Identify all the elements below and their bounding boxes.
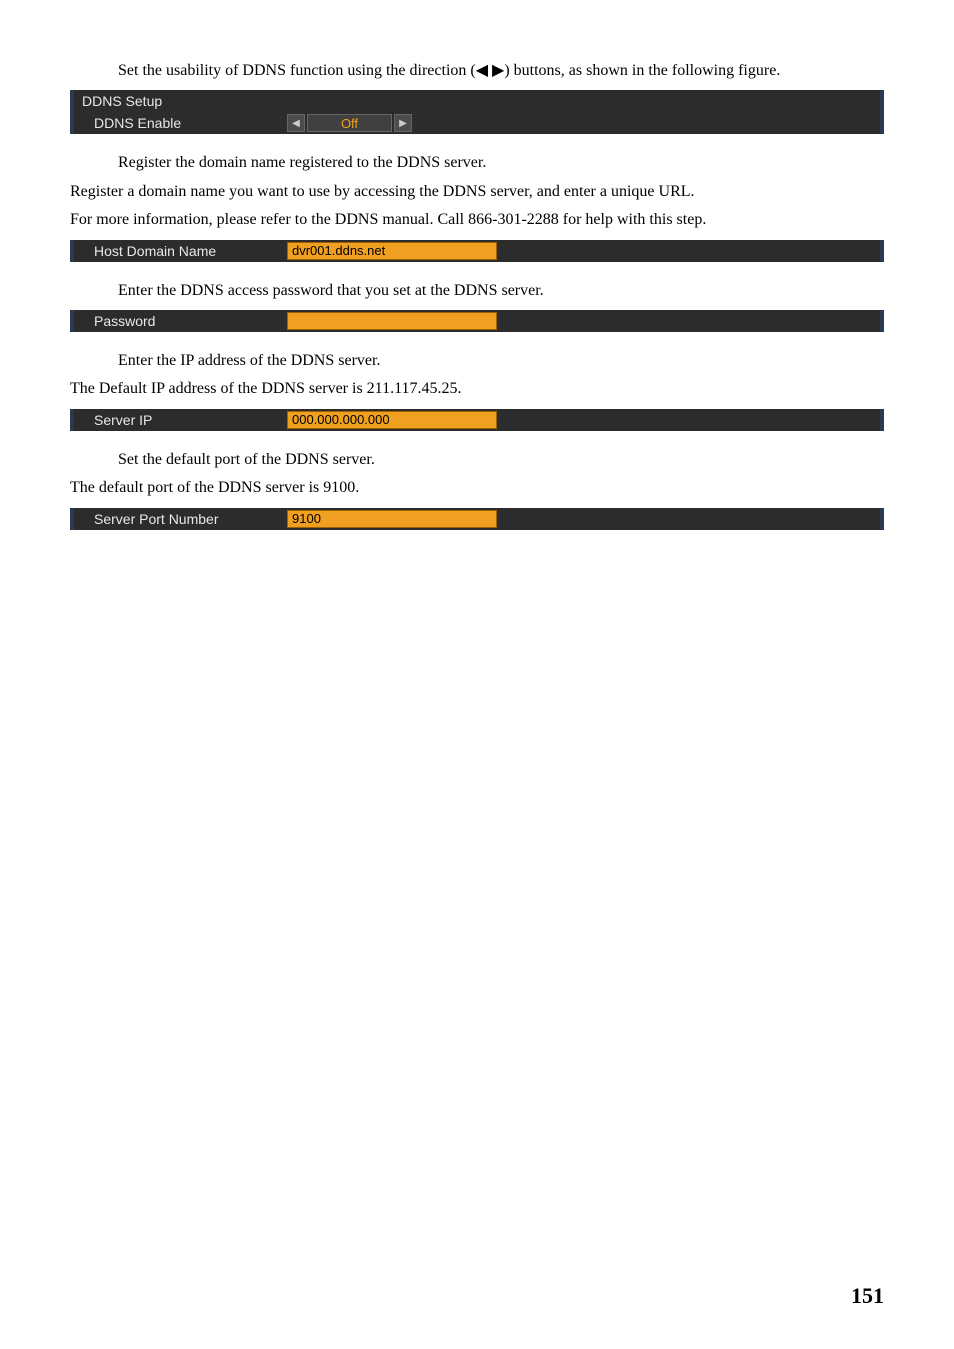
ddns-enable-row: DDNS Enable ◀ Off ▶ (74, 112, 880, 134)
paragraph-usability: Set the usability of DDNS function using… (70, 60, 884, 82)
page-number: 151 (851, 1283, 884, 1309)
paragraph-password: Enter the DDNS access password that you … (70, 280, 884, 302)
server-port-panel: Server Port Number 9100 (70, 508, 884, 530)
server-port-value[interactable]: 9100 (287, 510, 497, 528)
paragraph-port-b: The default port of the DDNS server is 9… (70, 477, 884, 499)
host-domain-panel: Host Domain Name dvr001.ddns.net (70, 240, 884, 262)
password-value[interactable] (287, 312, 497, 330)
server-ip-value[interactable]: 000.000.000.000 (287, 411, 497, 429)
server-ip-row: Server IP 000.000.000.000 (74, 409, 880, 431)
ddns-setup-panel: DDNS Setup DDNS Enable ◀ Off ▶ (70, 90, 884, 134)
server-ip-panel: Server IP 000.000.000.000 (70, 409, 884, 431)
left-arrow-button[interactable]: ◀ (287, 114, 305, 132)
host-domain-label: Host Domain Name (94, 243, 287, 259)
host-domain-row: Host Domain Name dvr001.ddns.net (74, 240, 880, 262)
paragraph-register-c: For more information, please refer to th… (70, 209, 884, 231)
right-arrow-button[interactable]: ▶ (394, 114, 412, 132)
server-port-row: Server Port Number 9100 (74, 508, 880, 530)
paragraph-register-b: Register a domain name you want to use b… (70, 181, 884, 203)
server-port-label: Server Port Number (94, 511, 287, 527)
ddns-setup-title-row: DDNS Setup (74, 90, 880, 112)
paragraph-port-a: Set the default port of the DDNS server. (70, 449, 884, 471)
ddns-enable-value: Off (307, 114, 392, 132)
server-ip-label: Server IP (94, 412, 287, 428)
ddns-setup-title: DDNS Setup (82, 93, 287, 109)
paragraph-ip-a: Enter the IP address of the DDNS server. (70, 350, 884, 372)
paragraph-register-a: Register the domain name registered to t… (70, 152, 884, 174)
password-row: Password (74, 310, 880, 332)
paragraph-ip-b: The Default IP address of the DDNS serve… (70, 378, 884, 400)
password-panel: Password (70, 310, 884, 332)
host-domain-value[interactable]: dvr001.ddns.net (287, 242, 497, 260)
ddns-enable-label: DDNS Enable (94, 115, 287, 131)
password-label: Password (94, 313, 287, 329)
